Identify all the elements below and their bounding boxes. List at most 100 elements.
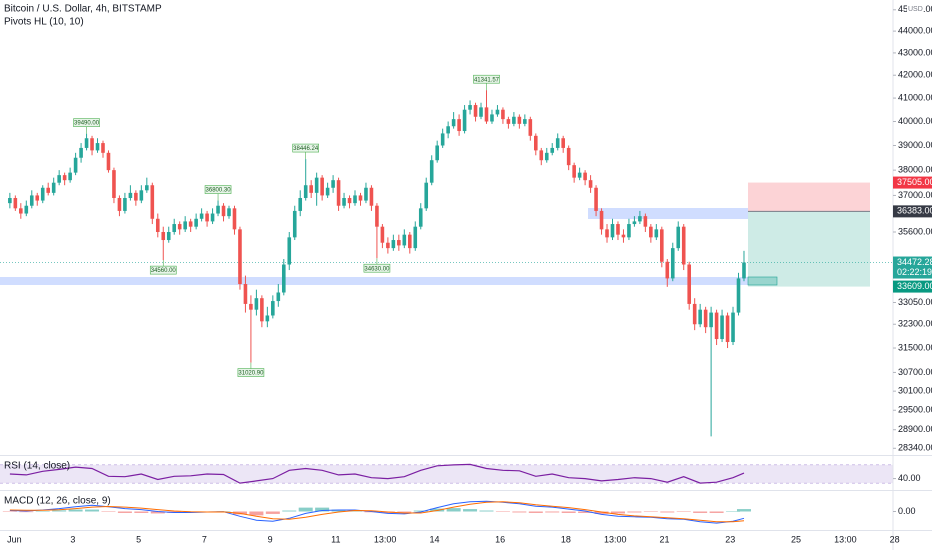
candle-body	[446, 126, 450, 134]
plot: 39490.00 36800.30 38446.24 41341.57 34560.00…	[0, 74, 893, 524]
legend-title: Bitcoin / U.S. Dollar, 4h, BITSTAMP	[4, 4, 162, 15]
candle-body	[539, 150, 544, 161]
macd-histogram	[446, 508, 461, 512]
candle-body	[216, 205, 220, 214]
y-tick-label: 32300.00	[898, 319, 932, 329]
macd-histogram	[134, 511, 149, 513]
macd-histogram	[117, 511, 132, 513]
axis-unit: USD	[908, 6, 923, 13]
macd-histogram	[561, 511, 576, 513]
pivot-box	[237, 368, 265, 377]
macd-title: MACD (12, 26, close, 9)	[4, 496, 111, 507]
macd-histogram	[594, 511, 609, 514]
price-label-bg	[893, 176, 932, 189]
candle-body	[375, 205, 379, 227]
macd-histogram	[643, 511, 658, 512]
candle-body	[303, 185, 308, 198]
y-tick-label: 29500.00	[898, 405, 932, 415]
candle-body	[292, 210, 297, 238]
zone	[588, 208, 748, 219]
stop-zone	[748, 182, 870, 212]
candle-body	[95, 143, 100, 151]
macd-histogram	[726, 511, 741, 512]
macd-histogram	[709, 511, 724, 513]
candle-body	[544, 152, 549, 161]
candle-body	[676, 226, 681, 249]
macd-histogram	[265, 511, 280, 514]
candle-body	[649, 226, 653, 238]
candle-body	[462, 109, 467, 132]
pivot-label: 41341.57	[473, 74, 500, 91]
candle-body	[632, 221, 637, 225]
candle-body	[90, 138, 94, 151]
candle-body	[8, 197, 12, 204]
y-tick-label: 42000.00	[898, 70, 932, 80]
pivot-label: 39490.00	[73, 118, 100, 134]
pivot-box	[363, 263, 391, 273]
candle-body	[479, 107, 483, 117]
macd-histogram	[736, 509, 751, 512]
candle-body	[13, 197, 18, 209]
candle-body	[742, 262, 746, 279]
y-tick-label: 0.00	[898, 506, 916, 516]
candle-body	[687, 264, 691, 304]
candle-body	[40, 187, 45, 201]
pivot-text: 41341.57	[474, 77, 500, 83]
candle-body	[380, 226, 385, 243]
candle-body	[501, 109, 505, 120]
candle-body	[353, 195, 357, 204]
candle-body	[51, 182, 56, 193]
pivot-box	[204, 185, 232, 194]
macd-histogram	[610, 511, 625, 514]
candle-body	[145, 185, 149, 191]
macd-histogram	[693, 511, 708, 513]
candle-body	[369, 187, 374, 206]
candle-body	[249, 303, 253, 310]
macd-histogram	[660, 511, 675, 513]
candle-body	[210, 213, 215, 222]
x-tick-label: 21	[660, 534, 670, 544]
x-tick-label: 3	[70, 534, 75, 544]
pivot-box	[292, 143, 320, 153]
candle-body	[457, 119, 461, 132]
pivot-text: 36800.30	[206, 188, 232, 194]
y-tick-label: 41000.00	[898, 92, 932, 102]
candle-body	[320, 177, 324, 196]
candle-body	[243, 284, 248, 304]
price-label-bg	[893, 256, 932, 279]
candle-body	[364, 187, 368, 201]
candle-body	[736, 278, 741, 313]
candle-body	[298, 197, 303, 211]
candle-body	[68, 172, 72, 181]
candle-body	[287, 237, 292, 265]
candle-body	[534, 135, 538, 151]
candle-body	[512, 116, 516, 124]
x-tick-label: 5	[136, 534, 141, 544]
candle-body	[358, 195, 363, 201]
price-label: 37505.00	[897, 177, 932, 187]
candle-body	[709, 312, 713, 328]
candle-body	[605, 229, 609, 238]
candle-body	[155, 218, 160, 233]
macd-histogram	[19, 511, 34, 513]
price-label-bg	[893, 280, 932, 293]
candle-body	[227, 208, 231, 217]
macd-histogram	[545, 511, 560, 513]
candle-body	[161, 232, 166, 241]
candle-body	[221, 205, 226, 217]
candle-body	[271, 301, 275, 316]
macd-histogram	[85, 509, 100, 512]
candle-body	[665, 261, 670, 279]
macd-histogram	[249, 511, 264, 516]
x-tick-label: 9	[268, 534, 273, 544]
y-tick-label: 37000.00	[898, 190, 932, 200]
candle-body	[281, 264, 286, 293]
candle-body	[692, 303, 697, 325]
price-label: 34472.28	[897, 257, 932, 267]
macd-histogram	[52, 510, 67, 512]
candle-body	[468, 105, 472, 110]
macd-histogram	[298, 507, 313, 512]
pivot-label: 34630.00	[363, 258, 391, 273]
candle-body	[260, 298, 264, 322]
